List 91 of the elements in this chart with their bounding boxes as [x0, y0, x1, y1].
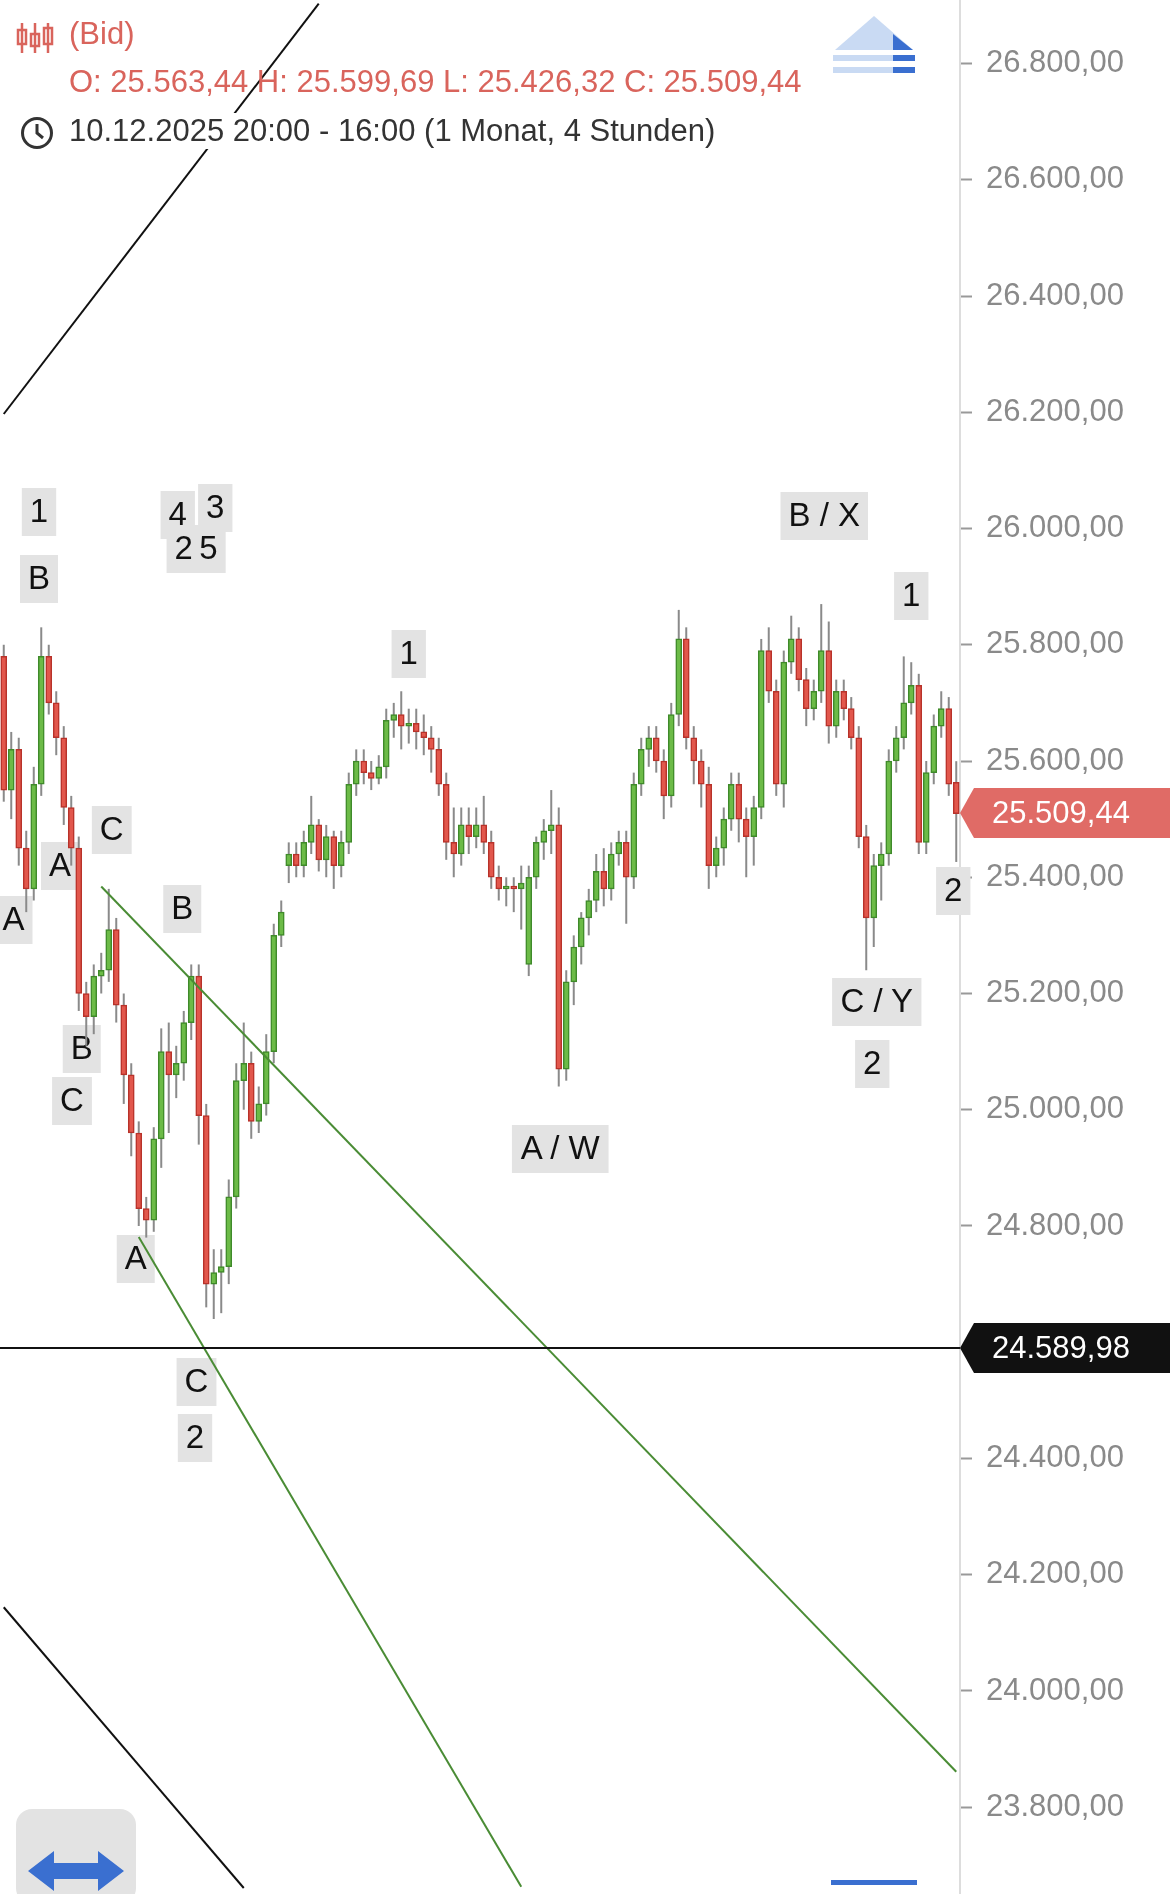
candlestick — [937, 690, 945, 739]
y-tick-label: 24.200,00 — [986, 1555, 1124, 1591]
candlestick — [300, 829, 308, 879]
y-tick-label: 25.600,00 — [986, 741, 1124, 777]
candlestick — [742, 806, 750, 879]
y-tick-label: 24.000,00 — [986, 1671, 1124, 1707]
annotation: C — [60, 1081, 84, 1119]
candlestick — [397, 690, 405, 751]
text: O: 25.563,44 H: 25.599,69 L: 25.426,32 C: 25.509,44 — [69, 64, 802, 100]
annotation: 2 — [863, 1044, 882, 1082]
candlestick — [405, 707, 413, 745]
y-tick-label: 24.400,00 — [986, 1439, 1124, 1475]
y-tick-label: 26.400,00 — [986, 276, 1124, 312]
y-tick-label: 24.800,00 — [986, 1206, 1124, 1242]
y-tick-label: 26.800,00 — [986, 44, 1124, 80]
y-tick-label: 25.800,00 — [986, 625, 1124, 661]
candlestick — [337, 829, 345, 879]
candlestick — [322, 823, 330, 879]
annotation: 1 — [902, 576, 921, 614]
candlestick — [840, 678, 848, 722]
candlestick — [495, 864, 503, 902]
candlestick — [480, 794, 488, 855]
annotation: 2 — [944, 871, 963, 909]
candlestick — [472, 806, 480, 850]
annotation: 2 — [185, 1418, 205, 1456]
annotation: C / Y — [840, 982, 914, 1020]
candlestick — [585, 887, 593, 937]
candlestick — [465, 806, 473, 855]
candlestick — [165, 1021, 173, 1134]
y-tick-label: 25.000,00 — [986, 1090, 1124, 1126]
candlestick — [217, 1248, 225, 1315]
candlestick — [277, 899, 285, 948]
candlestick — [142, 1195, 150, 1239]
candlestick — [690, 725, 698, 786]
annotation: 5 — [199, 529, 218, 567]
y-tick-label: 26.000,00 — [986, 509, 1124, 545]
candlestick — [907, 661, 915, 716]
candlestick — [510, 876, 518, 914]
annotation: C — [184, 1362, 209, 1400]
annotation: 1 — [399, 634, 418, 672]
candlestick — [615, 829, 623, 867]
text: 25.509,44 — [992, 794, 1130, 830]
text: (Bid) — [69, 16, 135, 52]
y-tick-label: 25.200,00 — [986, 974, 1124, 1010]
candlestick — [240, 1021, 248, 1111]
candlestick — [502, 876, 510, 908]
candlestick — [172, 1044, 180, 1100]
y-tick-label: 25.400,00 — [986, 857, 1124, 893]
y-tick-label: 26.200,00 — [986, 392, 1124, 428]
candlestick — [375, 754, 383, 786]
ref-line-label: 24.589,98 — [992, 1329, 1130, 1365]
annotation: C — [99, 810, 124, 848]
candlestick — [360, 748, 368, 786]
candlestick — [810, 678, 818, 722]
candlestick — [412, 707, 420, 751]
y-tick-label: 23.800,00 — [986, 1787, 1124, 1823]
candlestick — [352, 748, 360, 797]
annotation: B — [70, 1029, 93, 1067]
annotation: 3 — [206, 488, 225, 526]
candlestick — [427, 725, 435, 774]
annotation: A — [48, 846, 72, 884]
candlestick — [97, 951, 105, 995]
annotation: B / X — [788, 496, 861, 534]
candlestick — [787, 614, 795, 675]
candlestick — [600, 847, 608, 908]
candlestick — [540, 818, 548, 861]
candlestick — [307, 794, 315, 855]
annotation: B — [27, 559, 51, 597]
candlestick — [210, 1248, 218, 1320]
candlestick — [652, 725, 660, 774]
candlestick — [367, 760, 375, 792]
candlestick — [892, 725, 900, 774]
candlestick — [517, 864, 525, 931]
candlestick — [420, 713, 428, 757]
candlestick — [547, 789, 555, 855]
annotation: A — [124, 1239, 147, 1277]
candlestick — [877, 841, 885, 902]
annotation: B — [171, 889, 194, 927]
candlestick — [712, 835, 720, 879]
candlestick — [697, 748, 705, 809]
candlestick — [450, 806, 458, 879]
annotation: A — [2, 900, 25, 938]
y-tick-label: 26.600,00 — [986, 160, 1124, 196]
candlestick — [292, 841, 300, 879]
candlestick — [255, 1085, 263, 1134]
candlestick — [390, 701, 398, 739]
candlestick — [285, 841, 293, 885]
annotation: 1 — [29, 492, 49, 530]
candlestick — [645, 725, 653, 768]
annotation: A / W — [520, 1129, 601, 1167]
annotation: 10.12.2025 20:00 - 16:00 (1 Monat, 4 Stunden) — [69, 113, 722, 149]
